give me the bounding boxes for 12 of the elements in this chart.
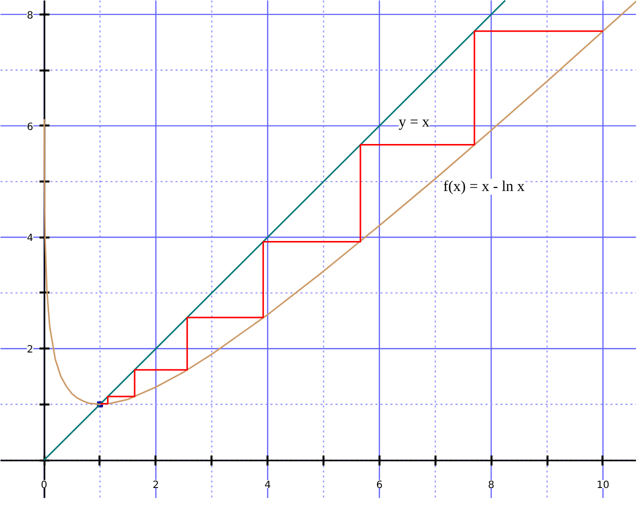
x-tick-label: 2 — [152, 480, 160, 492]
y-tick-label: 6 — [26, 122, 34, 133]
annotation: f(x) = x - ln x — [443, 178, 526, 195]
x-tick-label: 10 — [596, 480, 610, 492]
annotation: y = x — [398, 114, 430, 131]
x-tick-label: 4 — [264, 480, 271, 492]
x-tick-label: 6 — [376, 480, 383, 492]
y-tick-label: 8 — [26, 10, 34, 22]
y-tick-label: 4 — [26, 233, 34, 244]
y-tick-label: 2 — [26, 344, 34, 356]
x-tick-label: 0 — [40, 480, 48, 492]
x-tick-label: 8 — [488, 480, 494, 492]
